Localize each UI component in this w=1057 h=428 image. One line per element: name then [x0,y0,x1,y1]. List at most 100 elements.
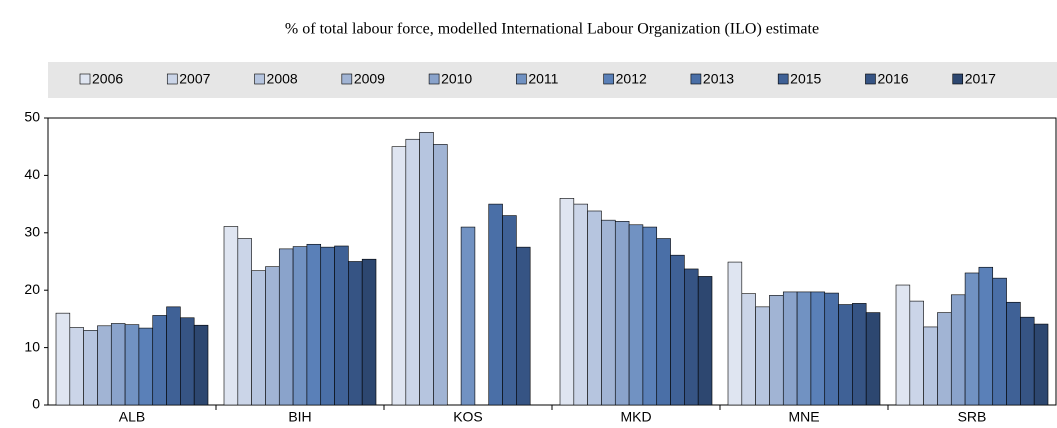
bar [1006,301,1021,406]
bar [152,315,167,406]
y-tick-label: 10 [24,338,40,354]
y-tick-label: 0 [32,396,40,412]
legend-label: 2008 [267,71,298,87]
bar [865,312,881,406]
bar [306,243,322,406]
bar [223,226,239,406]
x-tick-label: BIH [288,409,311,425]
legend-swatch [603,73,614,85]
bar [642,226,658,406]
bar [237,238,252,406]
y-tick-label: 50 [24,109,40,125]
bar [419,132,434,406]
y-tick-label: 40 [24,166,40,182]
bar [670,254,685,406]
bar [124,324,140,406]
legend-label: 2007 [179,71,210,87]
bar [796,291,812,406]
bar [950,294,966,406]
x-tick-label: MKD [620,409,651,425]
bar [1033,323,1049,406]
bar [838,304,853,406]
bar [361,258,377,406]
y-tick-label: 20 [24,281,40,297]
x-tick-label: MNE [788,409,819,425]
bar [810,291,826,406]
bar [488,203,503,406]
legend-swatch [865,73,876,85]
bar [180,317,195,406]
bar [909,300,924,406]
legend-swatch [690,73,702,85]
bar [251,270,266,406]
legend-label: 2015 [790,71,821,87]
bar [83,330,98,406]
bar [573,203,588,406]
bar [69,327,84,406]
bar [166,306,181,406]
bar [755,306,770,406]
bar [601,219,616,406]
legend-band [48,62,1057,98]
bar [978,266,994,406]
bar [97,325,112,406]
bar [55,312,71,406]
legend-swatch [952,73,964,85]
bar [502,215,517,406]
bar [265,266,280,406]
bar [193,324,209,406]
bar [697,276,713,406]
x-tick-label: ALB [119,409,145,425]
bar [1020,316,1035,406]
bar [782,291,798,406]
bar [110,323,126,406]
legend-label: 2009 [354,71,385,87]
legend-swatch [428,73,440,85]
bar [292,246,308,406]
bar [895,284,911,406]
chart-subtitle: % of total labour force, modelled Intern… [285,21,819,38]
y-tick-label: 30 [24,224,40,240]
bar [391,146,407,406]
bar [334,245,349,406]
legend-label: 2016 [877,71,908,87]
bar [852,303,867,406]
legend-label: 2006 [92,71,123,87]
bar [138,327,154,406]
bar [964,272,980,406]
legend-swatch [79,73,91,85]
legend-swatch [516,73,527,85]
bar [460,226,476,406]
bar [278,248,294,406]
bar [516,246,531,406]
legend-label: 2012 [616,71,647,87]
legend-swatch [166,73,178,85]
bar [824,292,839,406]
bar [741,293,756,406]
bar [656,238,671,406]
bar [433,144,448,406]
legend-swatch [777,73,789,85]
legend-label: 2013 [703,71,734,87]
bar [769,295,784,406]
bar [320,246,335,406]
bar [937,312,952,406]
legend-swatch [254,73,265,85]
legend-label: 2010 [441,71,472,87]
legend-label: 2017 [965,71,996,87]
bar [684,268,699,406]
bar [923,326,938,406]
x-tick-label: SRB [958,409,987,425]
bar [727,261,743,406]
bar [614,221,630,406]
legend-swatch [341,73,353,85]
bar [559,198,575,406]
bar [992,277,1007,406]
bar [405,138,420,406]
bar [587,210,602,406]
bar [628,224,644,406]
x-tick-label: KOS [453,409,483,425]
bar [348,261,363,406]
legend-label: 2011 [528,71,558,87]
